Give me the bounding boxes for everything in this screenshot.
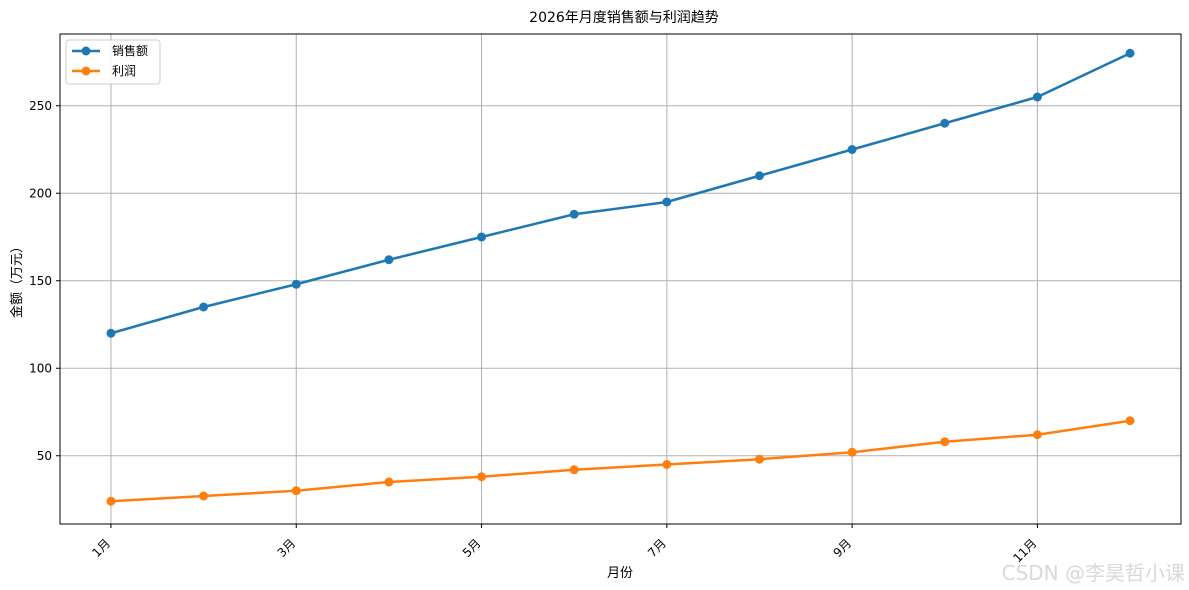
series-2-point — [106, 496, 116, 506]
y-tick-label: 200 — [29, 186, 52, 200]
series-2-point — [754, 454, 764, 464]
x-tick-label: 3月 — [275, 536, 299, 560]
series-2-point — [384, 477, 394, 487]
series-layer — [106, 48, 1135, 506]
y-axis-label: 金额（万元） — [9, 240, 25, 318]
x-tick-label: 7月 — [645, 536, 669, 560]
y-tick-label: 250 — [29, 99, 52, 113]
series-1-point — [754, 171, 764, 181]
x-tick-label: 1月 — [89, 536, 113, 560]
series-1-point — [940, 118, 950, 128]
watermark: CSDN @李昊哲小课 — [1002, 561, 1185, 585]
series-1-point — [847, 145, 857, 154]
series-1-point — [477, 232, 487, 242]
series-line-1 — [110, 52, 1131, 335]
x-axis-label: 月份 — [607, 566, 633, 581]
series-1-point — [106, 328, 116, 338]
series-2-point — [569, 465, 579, 475]
series-1-point — [291, 279, 301, 289]
legend-label: 利润 — [112, 64, 136, 78]
plot-frame — [59, 33, 1182, 525]
series-2-point — [291, 486, 301, 496]
y-tick-label: 50 — [37, 449, 52, 463]
series-2-point — [1125, 416, 1135, 426]
series-2-point — [847, 447, 857, 457]
series-1-point — [199, 302, 209, 312]
x-tick-label: 9月 — [830, 536, 854, 560]
legend-marker — [81, 66, 91, 76]
chart-title: 2026年月度销售额与利润趋势 — [529, 10, 719, 26]
series-2-point — [662, 460, 672, 469]
series-line-2 — [110, 419, 1131, 503]
series-1-point — [662, 197, 672, 207]
series-1-point — [384, 255, 394, 265]
series-1-point — [569, 209, 579, 219]
series-2-point — [199, 491, 209, 501]
series-2-point — [477, 472, 487, 482]
series-1-point — [1032, 92, 1042, 102]
series-2-point — [940, 437, 950, 447]
series-1-point — [1125, 48, 1135, 58]
legend-marker — [81, 46, 91, 56]
y-tick-label: 100 — [29, 361, 52, 375]
legend-label: 销售额 — [112, 43, 148, 58]
series-2-point — [1032, 430, 1042, 440]
y-tick-label: 150 — [29, 274, 52, 288]
x-tick-label: 5月 — [460, 536, 484, 560]
grid — [60, 34, 1181, 524]
